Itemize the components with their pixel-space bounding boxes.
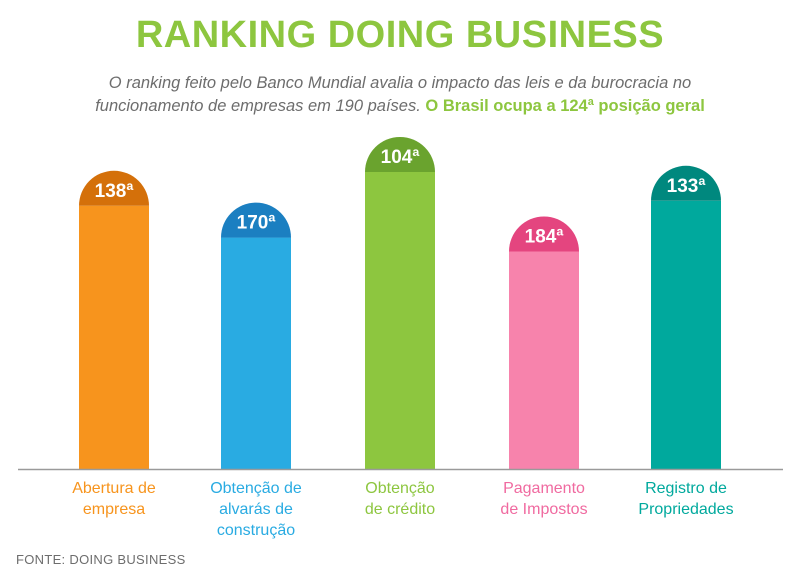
bar-value-label: 170ª [237,213,277,234]
bar-3: 104ª [365,136,435,469]
chart-subtitle: O ranking feito pelo Banco Mundial avali… [60,72,740,118]
bar-cap-1 [79,170,149,206]
bar-cap-3 [365,136,435,172]
category-label-line: alvarás de [219,501,293,518]
category-label-line: construção [216,522,296,539]
bar-2: 170ª [221,202,291,469]
subtitle-text: O ranking feito pelo Banco Mundial avali… [95,74,692,115]
bar-body-2 [221,237,291,469]
chart-title: RANKING DOING BUSINESS [135,14,665,56]
category-label-line: Propriedades [638,501,734,518]
bar-value-label: 104ª [381,147,421,168]
category-label-line: Abertura de [72,480,156,497]
bar-body-1 [79,205,149,469]
bar-value-label: 184ª [525,226,565,247]
bar-body-4 [509,251,579,469]
bar-value-label: 138ª [95,181,135,202]
bar-cap-4 [509,216,579,252]
category-label-line: empresa [82,501,146,518]
bar-cap-5 [651,165,721,201]
bar-4: 184ª [509,216,579,469]
category-label-line: de Impostos [500,501,588,518]
category-label: Obtenção de alvarás de construção [186,478,326,541]
category-label-line: Registro de [645,480,727,497]
subtitle-highlight: O Brasil ocupa a 124ª posição geral [425,97,705,115]
bar-body-3 [365,171,435,469]
bar-1: 138ª [79,170,149,469]
category-label: Obtenção de crédito [330,478,470,520]
category-label: Pagamento de Impostos [474,478,614,520]
bar-5: 133ª [651,165,721,469]
category-label: Abertura de empresa [44,478,184,520]
bar-cap-2 [221,202,291,238]
category-label-line: Obtenção de [210,480,302,497]
category-label-line: de crédito [364,501,436,518]
source-note: FONTE: DOING BUSINESS [16,552,186,567]
bar-body-5 [651,200,721,469]
category-label-line: Obtenção [365,480,435,497]
category-label: Registro de Propriedades [616,478,756,520]
bar-value-label: 133ª [667,176,707,197]
category-label-line: Pagamento [503,480,585,497]
